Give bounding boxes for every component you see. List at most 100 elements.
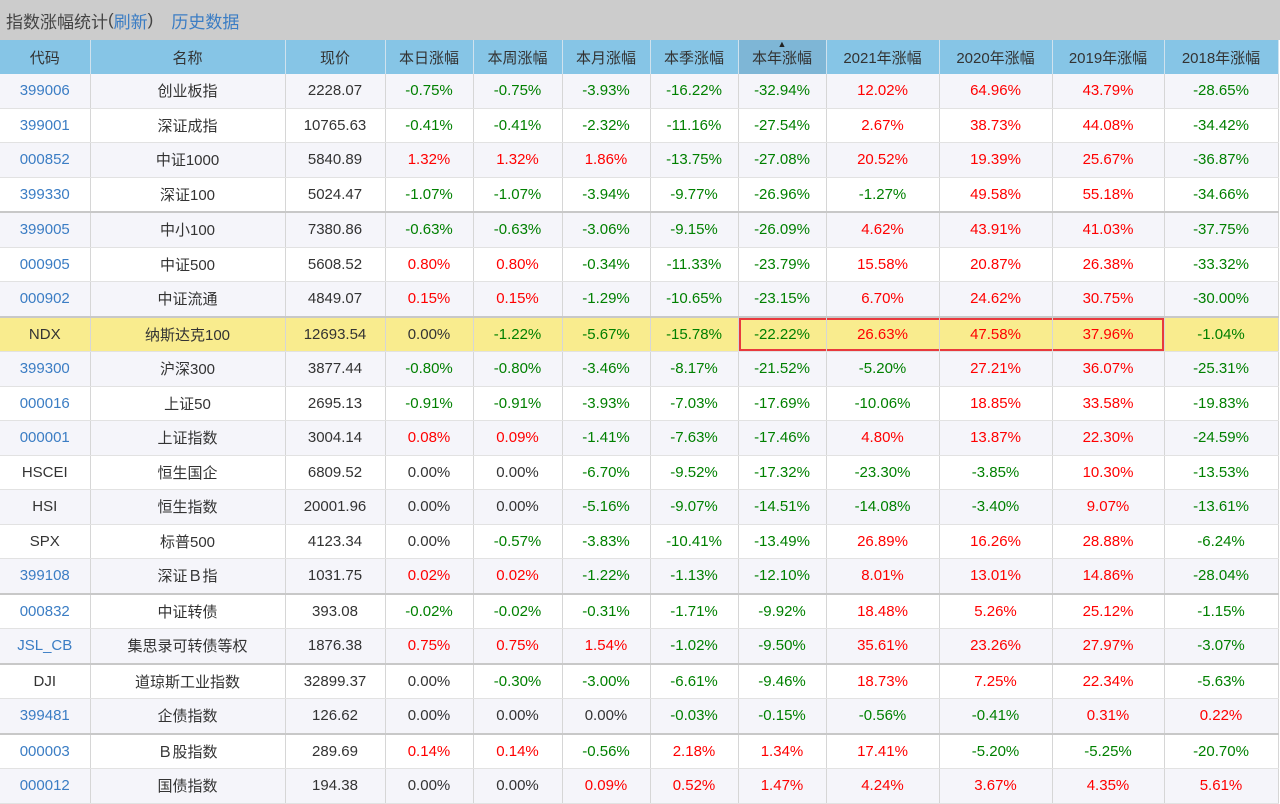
table-row: 000012 国债指数 194.38 0.00% 0.00% 0.09% 0.52% 1.47… <box>0 768 1279 804</box>
sort-asc-icon: ▲ <box>777 39 787 49</box>
change-y2020: 19.39% <box>939 142 1053 178</box>
change-y2021: 15.58% <box>826 247 940 282</box>
change-y2021: 35.61% <box>826 628 940 665</box>
index-name: 国债指数 <box>90 768 286 804</box>
index-code[interactable]: 399001 <box>0 108 91 143</box>
index-code[interactable]: 399481 <box>0 698 91 735</box>
change-y2018: -30.00% <box>1164 281 1279 318</box>
change-day: 0.15% <box>385 281 474 318</box>
index-code[interactable]: 399005 <box>0 212 91 248</box>
column-header-y2021[interactable]: 2021年涨幅 <box>826 40 940 74</box>
change-y2021: -1.27% <box>826 177 940 213</box>
table-row: HSI 恒生指数 20001.96 0.00% 0.00% -5.16% -9.07% -14… <box>0 489 1279 525</box>
index-code[interactable]: 000003 <box>0 733 91 769</box>
index-name: 恒生国企 <box>90 455 286 490</box>
change-y2020: 38.73% <box>939 108 1053 143</box>
change-week: -0.80% <box>473 351 563 387</box>
change-y2020: 13.87% <box>939 420 1053 456</box>
table-row: HSCEI 恒生国企 6809.52 0.00% 0.00% -6.70% -9.52% -1… <box>0 455 1279 490</box>
index-code: NDX <box>0 316 91 352</box>
change-y2021: 6.70% <box>826 281 940 318</box>
index-code[interactable]: 000832 <box>0 593 91 629</box>
change-y2019: 22.30% <box>1052 420 1165 456</box>
change-week: -0.63% <box>473 212 563 248</box>
index-code[interactable]: 399006 <box>0 74 91 109</box>
change-y2018: -28.04% <box>1164 558 1279 595</box>
change-y2018: -20.70% <box>1164 733 1279 769</box>
change-week: 0.15% <box>473 281 563 318</box>
change-y2018: 5.61% <box>1164 768 1279 804</box>
current-price: 7380.86 <box>285 212 386 248</box>
current-price: 3877.44 <box>285 351 386 387</box>
change-quarter: -10.65% <box>650 281 739 318</box>
change-y2020: 13.01% <box>939 558 1053 595</box>
column-header-label: 2021年涨幅 <box>843 49 922 67</box>
index-code[interactable]: 000905 <box>0 247 91 282</box>
table-row: 399108 深证Ｂ指 1031.75 0.02% 0.02% -1.22% -1.13% -… <box>0 558 1279 595</box>
table-row: 000003 Ｂ股指数 289.69 0.14% 0.14% -0.56% 2.18% 1.3… <box>0 733 1279 769</box>
change-week: 0.09% <box>473 420 563 456</box>
change-y2018: -36.87% <box>1164 142 1279 178</box>
index-code[interactable]: 000001 <box>0 420 91 456</box>
change-y2018: -34.42% <box>1164 108 1279 143</box>
table-row: JSL_CB 集思录可转债等权 1876.38 0.75% 0.75% 1.54% -1.0… <box>0 628 1279 665</box>
index-code[interactable]: 399108 <box>0 558 91 595</box>
index-code[interactable]: 000012 <box>0 768 91 804</box>
change-ytd: -21.52% <box>738 351 827 387</box>
column-header-month[interactable]: 本月涨幅 <box>562 40 651 74</box>
column-header-week[interactable]: 本周涨幅 <box>473 40 563 74</box>
change-y2019: 28.88% <box>1052 524 1165 559</box>
index-name: 中证转债 <box>90 593 286 629</box>
column-header-ytd[interactable]: ▲ 本年涨幅 <box>738 39 827 74</box>
change-ytd: -17.69% <box>738 386 827 421</box>
column-header-y2019[interactable]: 2019年涨幅 <box>1052 40 1165 74</box>
change-month: 0.09% <box>562 768 651 804</box>
index-code[interactable]: 000902 <box>0 281 91 318</box>
index-code[interactable]: 000016 <box>0 386 91 421</box>
refresh-link[interactable]: 刷新 <box>113 12 148 32</box>
change-week: -0.57% <box>473 524 563 559</box>
change-week: 0.00% <box>473 768 563 804</box>
change-week: 0.75% <box>473 628 563 665</box>
change-quarter: -13.75% <box>650 142 739 178</box>
history-data-link[interactable]: 历史数据 <box>171 12 240 32</box>
change-ytd: -26.96% <box>738 177 827 213</box>
column-header-y2020[interactable]: 2020年涨幅 <box>939 40 1053 74</box>
change-month: -3.00% <box>562 663 651 699</box>
change-ytd: -17.32% <box>738 455 827 490</box>
current-price: 2695.13 <box>285 386 386 421</box>
column-header-name[interactable]: 名称 <box>90 40 286 74</box>
table-header-row: 代码 名称 现价 本日涨幅 本周涨幅 本月涨幅 本季涨幅 ▲ 本年涨幅 2021年涨幅 2020年涨… <box>0 39 1279 74</box>
column-header-price[interactable]: 现价 <box>285 40 386 74</box>
refresh-paren-close: ) <box>147 10 154 29</box>
change-y2021: 26.63% <box>826 316 940 352</box>
index-code[interactable]: 399300 <box>0 351 91 387</box>
index-code[interactable]: 000852 <box>0 142 91 178</box>
current-price: 5840.89 <box>285 142 386 178</box>
column-header-y2018[interactable]: 2018年涨幅 <box>1164 40 1279 74</box>
change-y2019: 27.97% <box>1052 628 1165 665</box>
index-code[interactable]: JSL_CB <box>0 628 91 665</box>
change-y2020: 3.67% <box>939 768 1053 804</box>
column-header-quarter[interactable]: 本季涨幅 <box>650 40 739 74</box>
change-y2020: 24.62% <box>939 281 1053 318</box>
change-day: 1.32% <box>385 142 474 178</box>
table-row: 000832 中证转债 393.08 -0.02% -0.02% -0.31% -1.71%… <box>0 593 1279 629</box>
change-month: -6.70% <box>562 455 651 490</box>
change-y2021: 4.24% <box>826 768 940 804</box>
index-code[interactable]: 399330 <box>0 177 91 213</box>
change-week: 0.80% <box>473 247 563 282</box>
change-quarter: -1.71% <box>650 593 739 629</box>
change-month: -3.06% <box>562 212 651 248</box>
change-y2019: 10.30% <box>1052 455 1165 490</box>
column-header-day[interactable]: 本日涨幅 <box>385 40 474 74</box>
table-row: 399300 沪深300 3877.44 -0.80% -0.80% -3.46% -8.1… <box>0 351 1279 387</box>
column-header-label: 本日涨幅 <box>398 49 459 67</box>
index-name: 恒生指数 <box>90 489 286 525</box>
change-month: -3.93% <box>562 386 651 421</box>
change-quarter: -11.33% <box>650 247 739 282</box>
column-header-code[interactable]: 代码 <box>0 40 91 74</box>
change-month: -5.16% <box>562 489 651 525</box>
change-week: -0.30% <box>473 663 563 699</box>
table-row: 000902 中证流通 4849.07 0.15% 0.15% -1.29% -10.65%… <box>0 281 1279 318</box>
